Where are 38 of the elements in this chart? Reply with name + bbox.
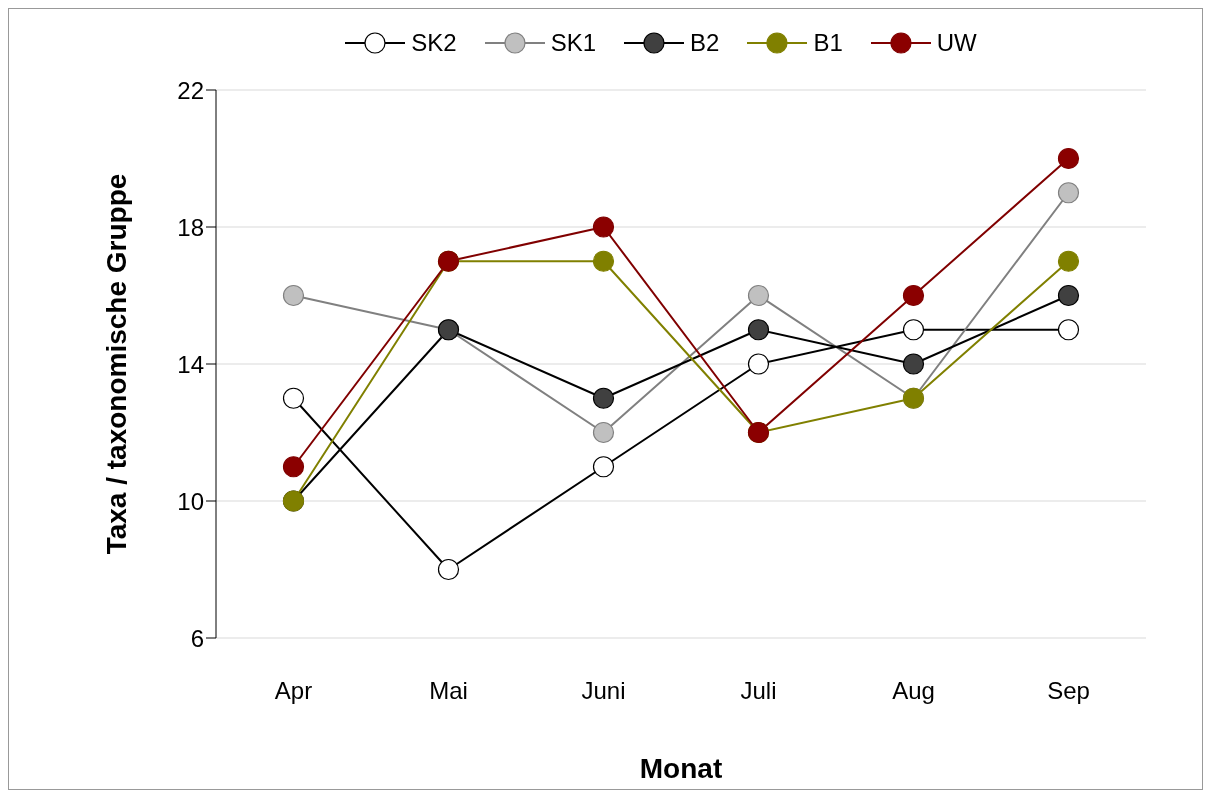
point — [747, 319, 770, 341]
point — [592, 421, 615, 444]
x-tick-label: Juni — [581, 677, 626, 705]
legend-label: B2 — [690, 29, 720, 57]
point — [592, 216, 615, 238]
point — [747, 284, 770, 307]
point — [1057, 250, 1080, 272]
point — [902, 319, 925, 341]
legend-label: UW — [936, 29, 977, 57]
x-tick-label: Mai — [429, 677, 468, 705]
point — [1057, 147, 1080, 170]
point — [282, 387, 305, 409]
point — [592, 456, 615, 478]
x-tick-label: Aug — [892, 677, 935, 705]
point — [437, 558, 460, 581]
y-tick-label: 14 — [177, 350, 204, 378]
y-tick-label: 6 — [190, 624, 204, 652]
x-tick-label: Sep — [1047, 677, 1090, 705]
legend-label: SK1 — [550, 29, 597, 57]
x-axis-title: Monat — [639, 753, 723, 784]
y-tick-label: 18 — [177, 213, 204, 241]
point — [1057, 284, 1080, 307]
point — [902, 353, 925, 375]
point — [747, 353, 770, 375]
point — [902, 284, 925, 307]
point — [1057, 319, 1080, 341]
legend-label: B1 — [813, 29, 843, 57]
point — [282, 456, 305, 478]
x-tick-label: Juli — [740, 677, 777, 705]
point — [282, 284, 305, 307]
y-tick-label: 22 — [177, 76, 204, 104]
point — [1057, 182, 1080, 204]
y-axis-title: Taxa / taxonomische Gruppe — [100, 173, 132, 555]
x-tick-label: Apr — [274, 677, 313, 705]
legend-label: SK2 — [411, 29, 457, 57]
point — [592, 387, 615, 409]
point — [592, 250, 615, 272]
y-tick-label: 10 — [177, 487, 204, 515]
